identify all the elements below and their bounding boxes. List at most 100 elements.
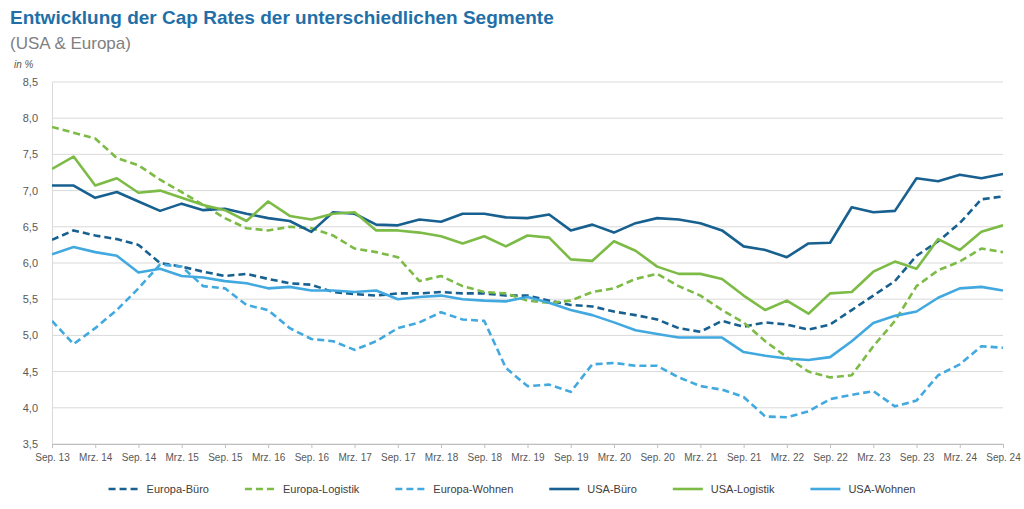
x-tick-mark <box>787 444 788 448</box>
x-tick-label: Sep. 20 <box>640 452 675 463</box>
chart-container: Entwicklung der Cap Rates der unterschie… <box>0 0 1024 509</box>
legend-swatch <box>549 488 579 491</box>
y-tick: 8,5 <box>23 76 52 88</box>
grid-line <box>52 407 1003 408</box>
x-tick: Sep. 15 <box>208 444 243 463</box>
x-axis-line <box>53 445 1004 449</box>
y-tick: 6,5 <box>23 221 52 233</box>
series-lines <box>52 127 1003 417</box>
series-line <box>52 127 1003 378</box>
grid-line <box>52 371 1003 372</box>
x-tick-mark <box>614 444 615 448</box>
x-tick: Mrz. 15 <box>166 444 200 463</box>
x-tick-label: Mrz. 23 <box>857 452 891 463</box>
grid-line <box>52 82 1003 83</box>
x-tick: Sep. 22 <box>813 444 848 463</box>
legend-item: Europa-Logistik <box>245 483 360 495</box>
x-tick: Sep. 20 <box>640 444 675 463</box>
legend-label: Europa-Büro <box>147 483 209 495</box>
x-tick-mark <box>571 444 572 448</box>
x-tick-label: Mrz. 22 <box>771 452 805 463</box>
legend-label: Europa-Wohnen <box>433 483 513 495</box>
x-tick: Sep. 19 <box>554 444 589 463</box>
x-tick: Mrz. 16 <box>252 444 286 463</box>
x-tick-mark <box>441 444 442 448</box>
x-tick: Sep. 17 <box>381 444 416 463</box>
x-tick: Mrz. 20 <box>598 444 632 463</box>
x-tick: Mrz. 19 <box>511 444 545 463</box>
grid <box>52 82 1003 444</box>
x-tick: Sep. 18 <box>468 444 503 463</box>
y-tick: 8,0 <box>23 112 52 124</box>
legend-item: USA-Büro <box>549 483 637 495</box>
x-tick-label: Mrz. 17 <box>338 452 372 463</box>
x-tick-label: Sep. 13 <box>35 452 70 463</box>
legend-label: Europa-Logistik <box>283 483 360 495</box>
legend-item: USA-Wohnen <box>810 483 915 495</box>
y-tick-label: 6,0 <box>23 257 38 269</box>
x-axis: Sep. 13Mrz. 14Sep. 14Mrz. 15Sep. 15Mrz. … <box>35 444 1021 463</box>
y-axis: 3,5 4,0 4,5 5,0 5,5 6,0 6,5 7,0 7,5 8,0 8,5 <box>23 76 53 450</box>
x-tick-mark <box>528 444 529 448</box>
x-tick-mark <box>138 444 139 448</box>
x-tick-mark <box>182 444 183 448</box>
legend-swatch <box>109 488 139 491</box>
y-tick: 4,0 <box>23 402 52 414</box>
x-tick-mark <box>960 444 961 448</box>
y-tick-label: 8,5 <box>23 76 38 88</box>
legend-label: USA-Logistik <box>711 483 775 495</box>
y-tick-label: 7,0 <box>23 185 38 197</box>
x-tick-label: Sep. 19 <box>554 452 589 463</box>
y-tick-label: 5,5 <box>23 293 38 305</box>
x-tick-mark <box>744 444 745 448</box>
x-tick: Mrz. 18 <box>425 444 459 463</box>
y-tick: 7,5 <box>23 148 52 160</box>
y-tick-label: 3,5 <box>23 438 38 450</box>
chart-svg: Entwicklung der Cap Rates der unterschie… <box>0 0 1024 509</box>
x-tick-mark <box>1003 444 1004 448</box>
x-tick-mark <box>830 444 831 448</box>
series-line <box>52 247 1003 360</box>
x-tick-mark <box>657 444 658 448</box>
x-tick-label: Mrz. 14 <box>79 452 113 463</box>
y-tick: 5,0 <box>23 329 52 341</box>
x-tick-label: Mrz. 15 <box>166 452 200 463</box>
x-tick-mark <box>225 444 226 448</box>
y-tick: 7,0 <box>23 185 52 197</box>
legend-label: USA-Büro <box>587 483 637 495</box>
legend-item: Europa-Büro <box>109 483 209 495</box>
x-tick-label: Mrz. 16 <box>252 452 286 463</box>
x-tick-mark <box>355 444 356 448</box>
x-tick: Sep. 16 <box>295 444 330 463</box>
series-line <box>52 174 1003 257</box>
legend-swatch <box>245 488 275 491</box>
x-tick: Sep. 13 <box>35 444 70 463</box>
x-tick-mark <box>311 444 312 448</box>
y-tick-label: 4,5 <box>23 366 38 378</box>
legend-label: USA-Wohnen <box>848 483 915 495</box>
x-tick-label: Mrz. 20 <box>598 452 632 463</box>
y-tick: 4,5 <box>23 366 52 378</box>
x-tick: Mrz. 24 <box>944 444 978 463</box>
legend-swatch <box>673 488 703 491</box>
x-tick: Mrz. 14 <box>79 444 113 463</box>
x-tick-label: Sep. 24 <box>986 452 1021 463</box>
y-tick-label: 5,0 <box>23 329 38 341</box>
x-tick: Mrz. 21 <box>684 444 718 463</box>
legend-item: USA-Logistik <box>673 483 775 495</box>
x-tick-label: Mrz. 21 <box>684 452 718 463</box>
y-tick-label: 7,5 <box>23 148 38 160</box>
legend: Europa-Büro Europa-Logistik Europa-Wohnen U… <box>109 483 916 495</box>
x-tick-mark <box>268 444 269 448</box>
x-tick-mark <box>700 444 701 448</box>
x-tick-label: Mrz. 19 <box>511 452 545 463</box>
grid-line <box>52 190 1003 191</box>
x-tick: Sep. 21 <box>727 444 762 463</box>
x-tick-mark <box>484 444 485 448</box>
x-tick-label: Sep. 16 <box>295 452 330 463</box>
legend-swatch <box>395 488 425 491</box>
x-tick-label: Mrz. 18 <box>425 452 459 463</box>
x-tick-mark <box>873 444 874 448</box>
x-tick-mark <box>52 444 53 448</box>
x-tick-mark <box>917 444 918 448</box>
